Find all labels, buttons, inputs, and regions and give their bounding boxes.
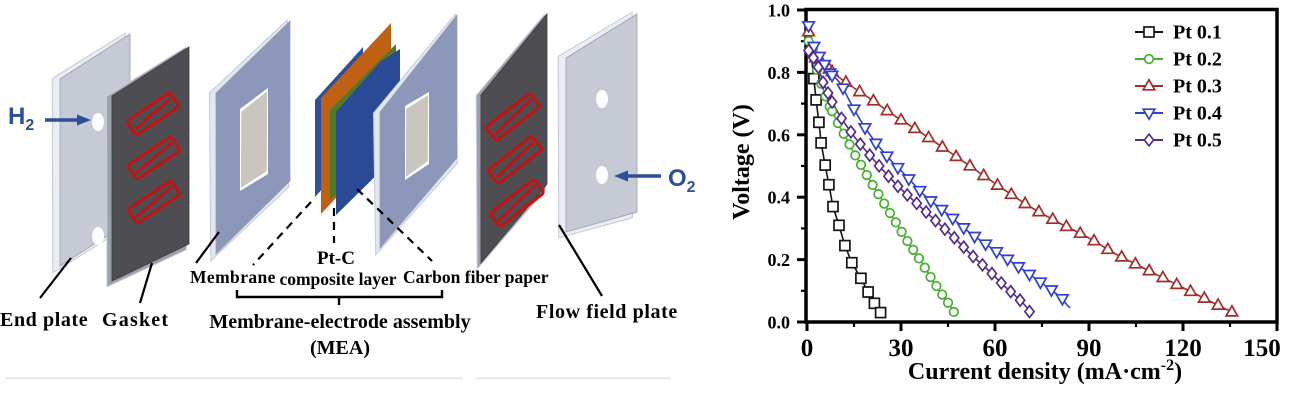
svg-text:Flow field plate: Flow field plate: [536, 301, 678, 323]
svg-text:Current density (mA·cm-2): Current density (mA·cm-2): [908, 357, 1182, 385]
svg-text:0: 0: [801, 335, 814, 362]
svg-text:Membrane-electrode assembly: Membrane-electrode assembly: [209, 311, 470, 333]
svg-text:0.4: 0.4: [768, 188, 791, 208]
svg-text:30: 30: [889, 335, 914, 362]
svg-text:End plate: End plate: [0, 309, 88, 331]
svg-text:Carbon fiber paper: Carbon fiber paper: [403, 267, 549, 287]
svg-text:60: 60: [983, 335, 1008, 362]
svg-text:Gasket: Gasket: [102, 309, 169, 331]
svg-text:0.6: 0.6: [768, 125, 791, 145]
svg-text:Pt-C: Pt-C: [317, 248, 355, 269]
svg-text:Pt 0.1: Pt 0.1: [1173, 22, 1222, 44]
svg-text:0.8: 0.8: [768, 63, 791, 83]
svg-text:Pt 0.4: Pt 0.4: [1173, 103, 1222, 125]
svg-text:150: 150: [1243, 335, 1281, 362]
svg-text:Pt 0.2: Pt 0.2: [1173, 49, 1222, 71]
svg-text:(MEA): (MEA): [310, 337, 370, 359]
svg-text:90: 90: [1077, 335, 1102, 362]
svg-text:composite layer: composite layer: [279, 269, 396, 289]
svg-text:120: 120: [1164, 335, 1202, 362]
svg-text:0.2: 0.2: [768, 250, 791, 270]
svg-text:Pt 0.5: Pt 0.5: [1173, 130, 1222, 152]
svg-text:Membrane: Membrane: [190, 267, 276, 287]
svg-text:Voltage (V): Voltage (V): [729, 104, 755, 220]
svg-text:O2: O2: [668, 165, 696, 196]
svg-text:Pt 0.3: Pt 0.3: [1173, 76, 1222, 98]
svg-text:1.0: 1.0: [768, 1, 791, 21]
svg-text:0.0: 0.0: [768, 313, 791, 333]
svg-text:H2: H2: [8, 103, 34, 134]
